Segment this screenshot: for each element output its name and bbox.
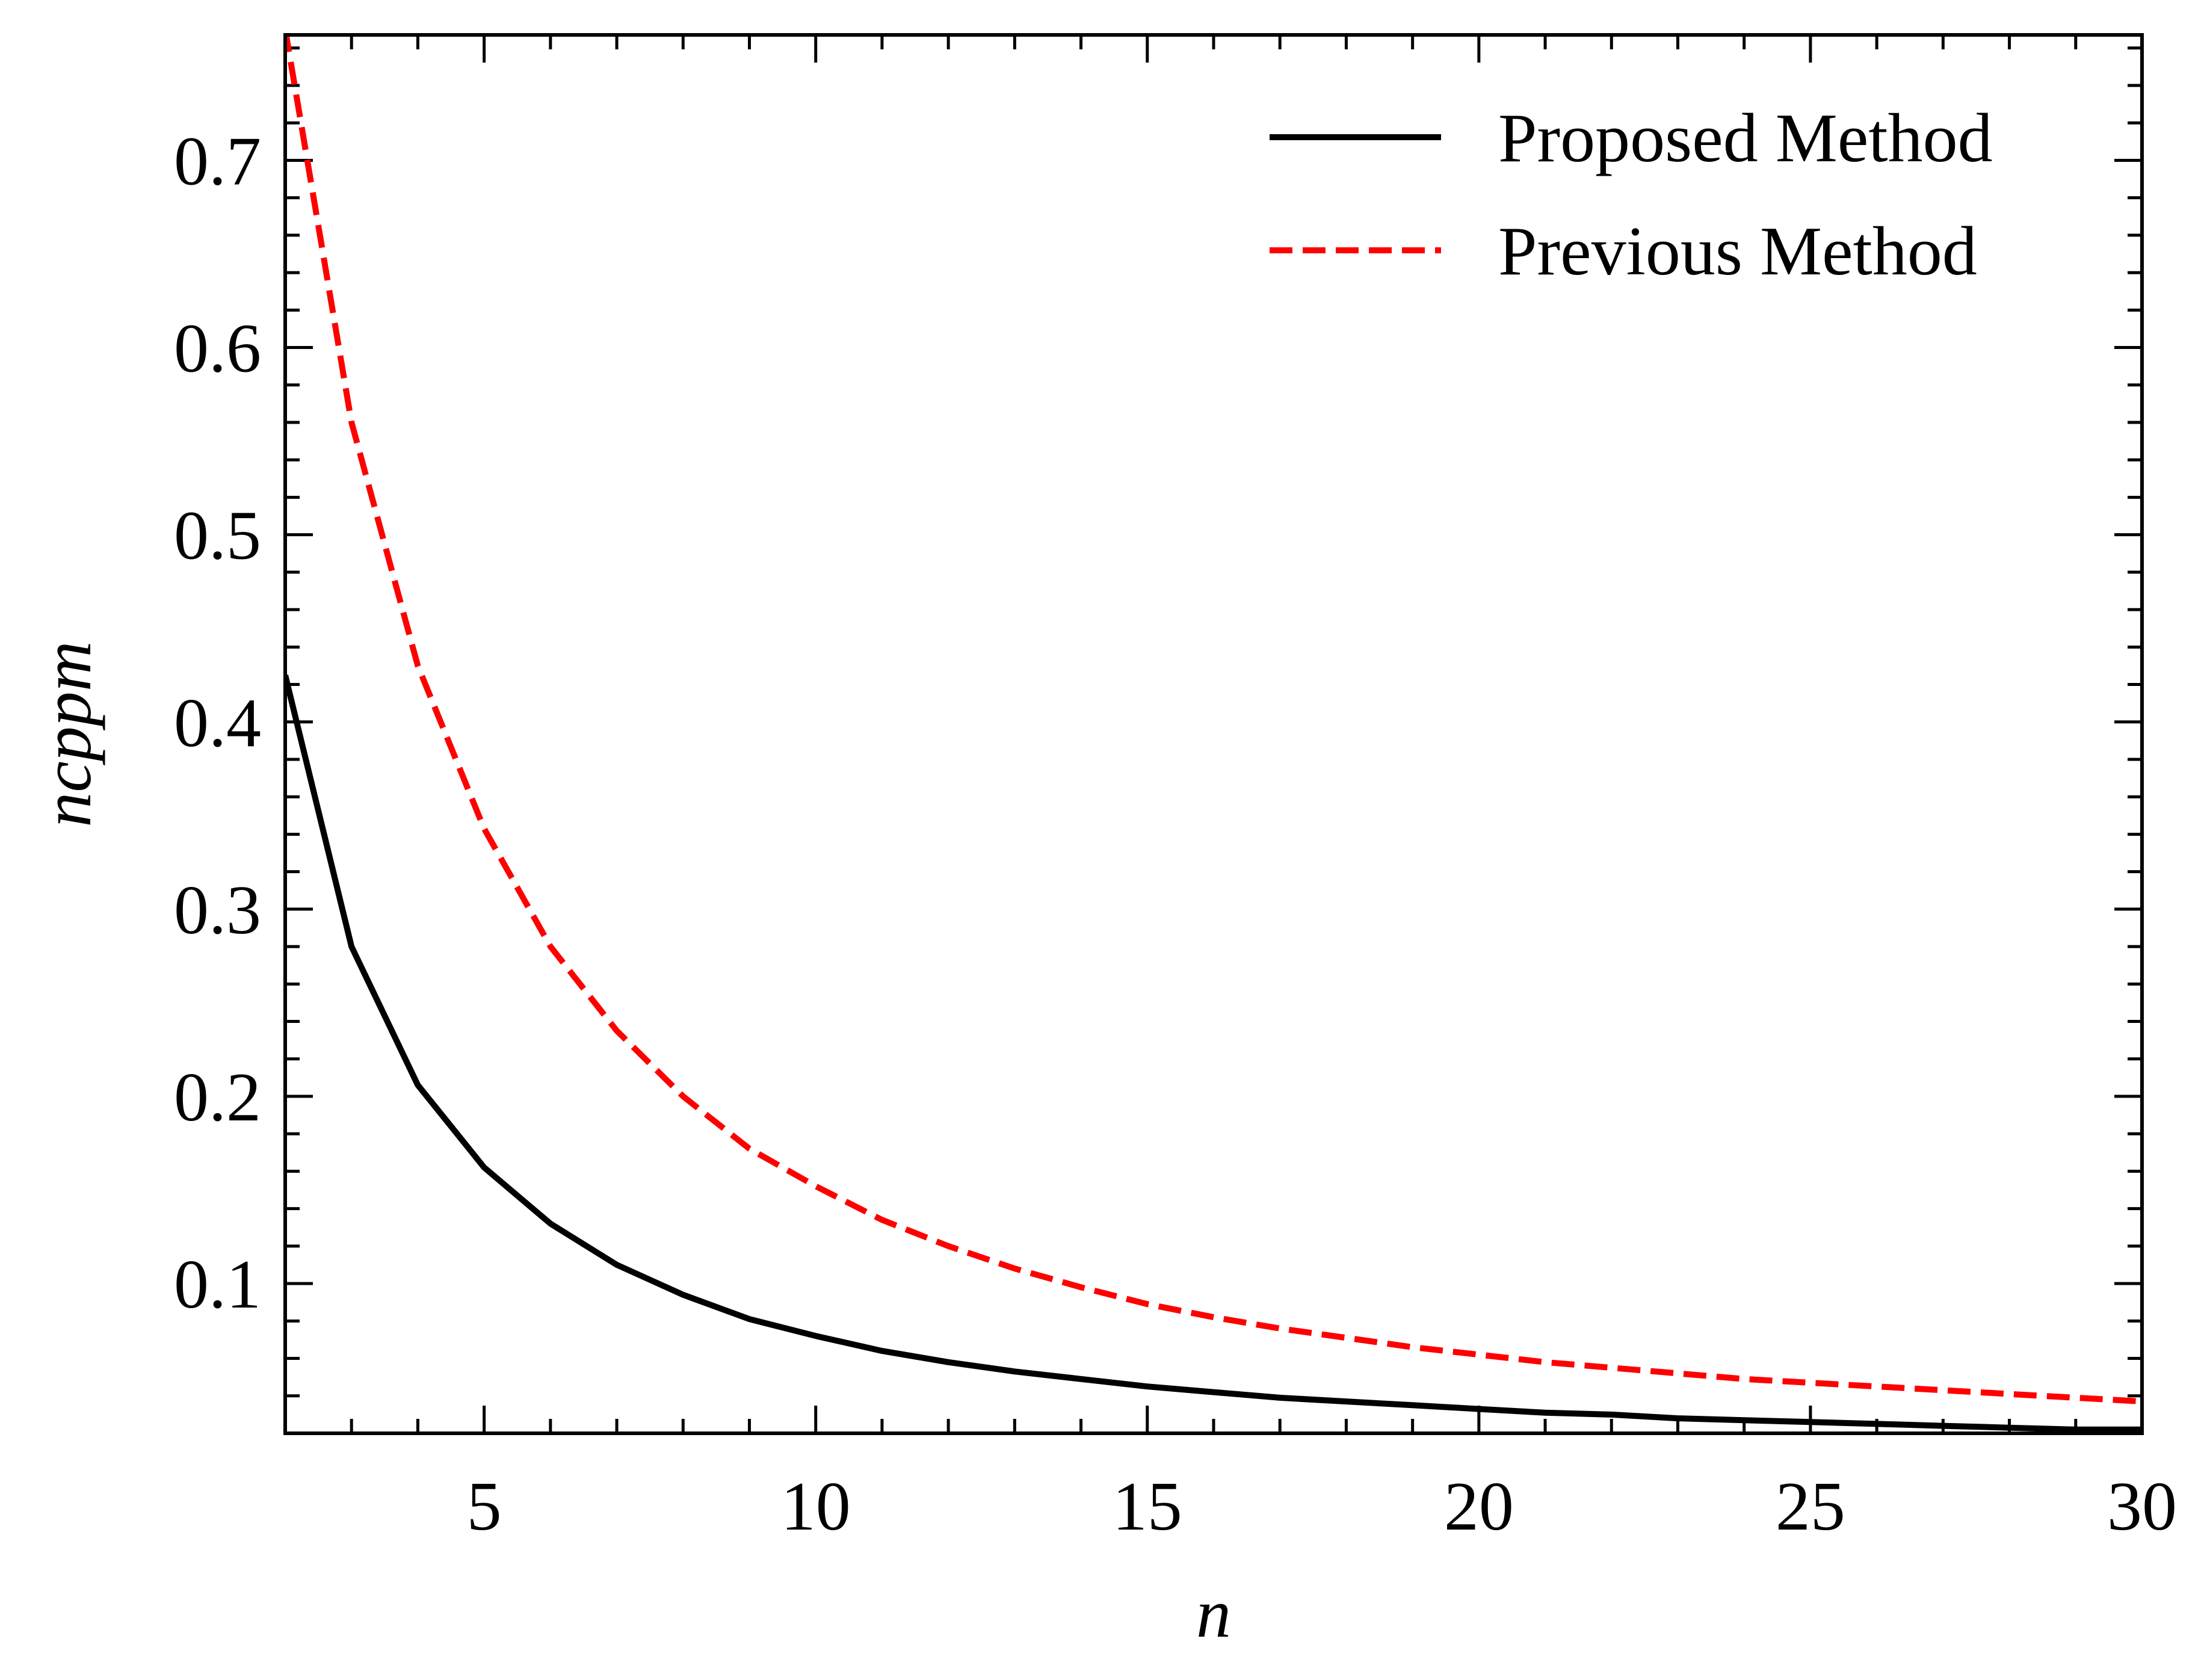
- x-tick-label: 20: [1444, 1468, 1514, 1545]
- legend-label-proposed: Proposed Method: [1498, 100, 1993, 177]
- series-line-previous-method: [285, 35, 2142, 1405]
- y-tick-label: 0.3: [174, 872, 261, 949]
- y-tick-label: 0.4: [174, 685, 261, 762]
- series-line-proposed-method: [285, 674, 2142, 1433]
- x-tick-label: 25: [1776, 1468, 1845, 1545]
- x-axis-label: n: [1196, 1575, 1231, 1652]
- y-tick-label: 0.1: [174, 1246, 261, 1323]
- plot-frame: [283, 33, 2144, 1435]
- x-tick-labels: 5 10 15 20 25 30: [467, 1468, 2177, 1545]
- x-tick-label: 5: [467, 1468, 502, 1545]
- y-axis-label: ncppm: [29, 641, 106, 827]
- y-tick-label: 0.2: [174, 1059, 261, 1136]
- legend: Proposed Method Previous Method: [1270, 100, 1993, 290]
- x-tick-label: 15: [1113, 1468, 1182, 1545]
- y-tick-label: 0.7: [174, 123, 261, 200]
- y-tick-labels: 0.1 0.2 0.3 0.4 0.5 0.6 0.7: [174, 123, 261, 1323]
- legend-label-previous: Previous Method: [1498, 213, 1977, 290]
- series-lines: [285, 35, 2142, 1433]
- y-tick-label: 0.6: [174, 310, 261, 388]
- x-tick-label: 10: [781, 1468, 851, 1545]
- x-tick-label: 30: [2107, 1468, 2177, 1545]
- y-tick-label: 0.5: [174, 498, 261, 575]
